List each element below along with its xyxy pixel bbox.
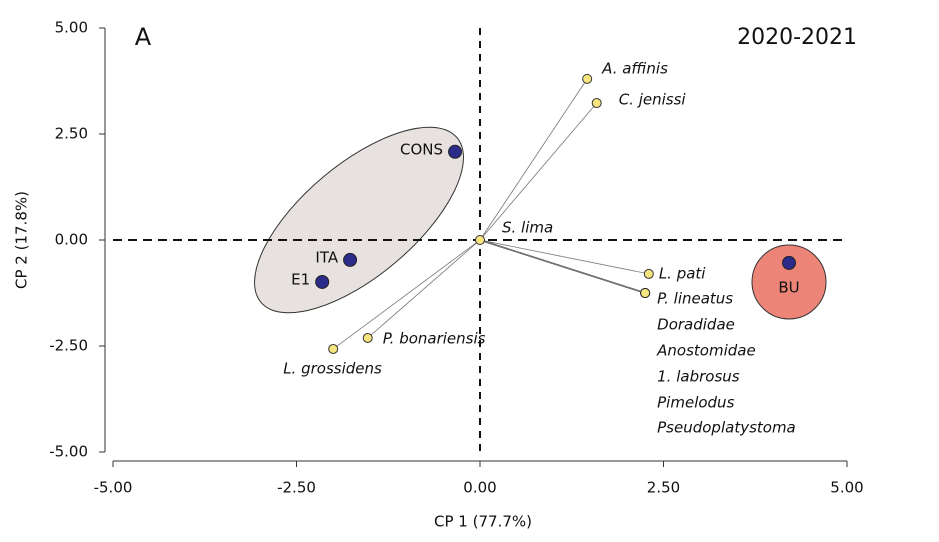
species-label: Pimelodus <box>657 394 734 412</box>
species-label: A. affinis <box>601 59 668 77</box>
species-label: L. pati <box>659 264 706 282</box>
loading-vector <box>332 239 481 350</box>
panel-label: A <box>135 23 152 51</box>
loading-vector <box>479 239 646 294</box>
y-axis-label: CP 2 (17.8%) <box>13 191 31 289</box>
x-tick-label: 5.00 <box>830 479 863 497</box>
x-tick-label: -2.50 <box>277 479 316 497</box>
species-point <box>582 73 593 84</box>
y-tick-label: 0.00 <box>55 231 88 249</box>
y-tick-label: 2.50 <box>55 125 88 143</box>
species-label: P. lineatus <box>657 290 733 308</box>
species-label: L. grossidens <box>283 359 382 377</box>
species-point <box>475 235 485 245</box>
site-point <box>343 252 358 267</box>
loading-vector <box>479 78 588 241</box>
species-point <box>591 98 602 109</box>
species-label: Doradidae <box>657 316 735 334</box>
y-tick-label: -5.00 <box>49 443 88 461</box>
loading-vector <box>367 239 481 339</box>
species-label: Pseudoplatystoma <box>657 419 796 437</box>
period-label: 2020-2021 <box>737 25 857 50</box>
species-point <box>643 268 654 279</box>
site-point <box>315 274 330 289</box>
y-tick-label: 5.00 <box>55 19 88 37</box>
loading-vector <box>479 239 649 275</box>
x-tick-label: 0.00 <box>463 479 496 497</box>
species-label: S. lima <box>502 219 553 237</box>
site-label: CONS <box>400 140 443 158</box>
x-axis-label: CP 1 (77.7%) <box>434 513 532 531</box>
site-label: ITA <box>315 248 338 266</box>
site-point <box>448 144 463 159</box>
x-tick-label: -5.00 <box>94 479 133 497</box>
species-point <box>640 288 651 298</box>
species-point <box>362 332 373 343</box>
y-tick-label: -2.50 <box>49 337 88 355</box>
species-label: C. jenissi <box>619 91 687 109</box>
x-tick-label: 2.50 <box>647 479 680 497</box>
species-label: Anostomidae <box>656 342 756 360</box>
species-label: 1. labrosus <box>657 368 740 386</box>
loading-vector <box>479 102 598 241</box>
site-label: BU <box>778 278 799 296</box>
site-point <box>782 255 797 270</box>
group-ellipse <box>254 126 464 314</box>
species-label: P. bonariensis <box>383 329 486 347</box>
species-point <box>328 343 339 354</box>
site-label: E1 <box>291 270 310 288</box>
group-circle <box>751 244 827 320</box>
